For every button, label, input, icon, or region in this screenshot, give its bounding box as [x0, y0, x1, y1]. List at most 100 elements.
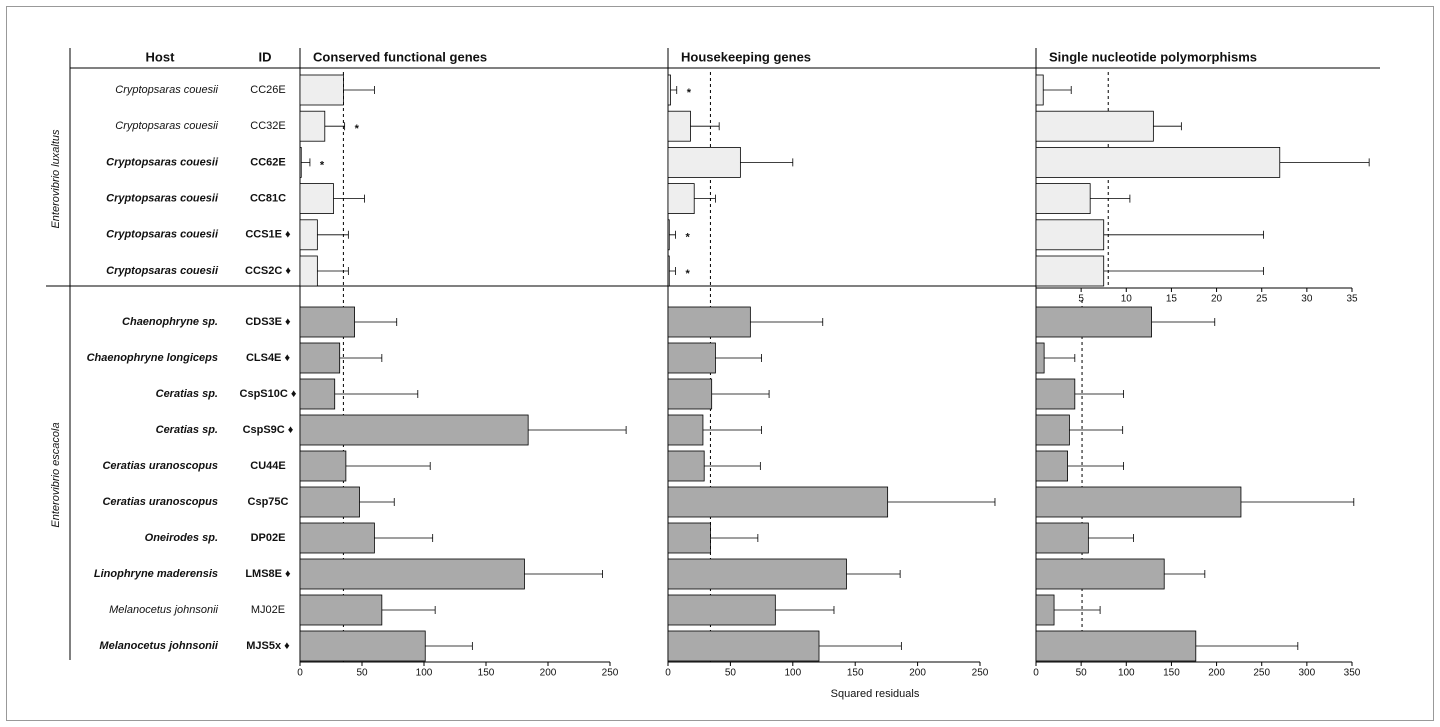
x-tick-label: 200 [909, 668, 926, 679]
error-bar [524, 570, 603, 578]
error-bar [301, 158, 311, 167]
error-bar [1153, 122, 1182, 131]
bar [1035, 522, 1089, 554]
id: MJ02E [251, 604, 285, 616]
id: CC26E [250, 84, 285, 96]
host: Cryptopsaras couesii [115, 84, 218, 96]
bar [1035, 306, 1152, 338]
error-bar [374, 534, 434, 542]
error-bar [750, 318, 824, 326]
host: Cryptopsaras couesii [106, 156, 219, 168]
bar [667, 146, 741, 178]
x-tick-label: 150 [478, 668, 495, 679]
panel-title: Conserved functional genes [313, 49, 487, 64]
error-bar [710, 534, 759, 542]
error-bar [669, 230, 676, 239]
header: ID [259, 49, 272, 64]
bar [667, 255, 670, 287]
frame [6, 6, 1434, 721]
host: Ceratias uranoscopus [102, 496, 218, 508]
bar [299, 342, 341, 374]
error-bar [343, 86, 375, 94]
bar [1035, 219, 1105, 251]
bar [1035, 146, 1281, 178]
error-bar [354, 318, 398, 326]
error-bar [1074, 390, 1124, 398]
bar [299, 630, 426, 662]
host: Cryptopsaras couesii [106, 229, 219, 241]
bar [667, 183, 695, 215]
bar [667, 378, 713, 410]
bar [667, 522, 711, 554]
panel-title: Single nucleotide polymorphisms [1049, 49, 1257, 64]
id: CLS4E ♦ [246, 352, 291, 364]
error-bar [324, 122, 346, 131]
header: Host [146, 49, 176, 64]
error-bar [334, 390, 419, 398]
x-tick-label: 0 [297, 668, 303, 679]
bar [1035, 255, 1105, 287]
bar [1035, 378, 1076, 410]
error-bar [1279, 158, 1370, 167]
bar [299, 146, 302, 178]
bar [299, 450, 347, 482]
bar [1035, 594, 1055, 626]
host: Melanocetus johnsonii [109, 604, 218, 616]
x-tick-label: 0 [1033, 668, 1039, 679]
host: Melanocetus johnsonii [99, 640, 219, 652]
error-bar [1164, 570, 1206, 578]
significance: * [685, 268, 690, 280]
bar [299, 522, 375, 554]
host: Oneirodes sp. [145, 532, 218, 544]
error-bar [775, 606, 835, 614]
host: Linophryne maderensis [94, 568, 218, 580]
x-tick-label: 25 [1256, 294, 1268, 305]
bar [1035, 183, 1091, 215]
bar [667, 594, 776, 626]
error-bar [1044, 354, 1076, 362]
error-bar [1067, 462, 1124, 470]
x-tick-label: 50 [356, 668, 368, 679]
host: Cryptopsaras couesii [106, 193, 219, 205]
bar [667, 486, 889, 518]
error-bar [345, 462, 431, 470]
x-tick-label: 0 [665, 668, 671, 679]
bar [667, 110, 691, 142]
id: CspS10C ♦ [240, 388, 297, 400]
x-tick-label: 10 [1121, 294, 1133, 305]
host: Chaenophryne sp. [122, 316, 218, 328]
x-tick-label: 50 [1076, 668, 1088, 679]
id: LMS8E ♦ [245, 568, 291, 580]
error-bar [819, 642, 902, 650]
x-tick-label: 250 [602, 668, 619, 679]
bar [667, 74, 671, 106]
significance: * [687, 87, 692, 99]
id: Csp75C [248, 496, 289, 508]
bar [1035, 110, 1154, 142]
bar [299, 183, 334, 215]
error-bar [333, 194, 365, 203]
bar [667, 342, 716, 374]
host: Chaenophryne longiceps [87, 352, 218, 364]
x-tick-label: 20 [1211, 294, 1223, 305]
x-tick-label: 5 [1078, 294, 1084, 305]
bar [299, 306, 355, 338]
bar [667, 306, 751, 338]
bar [299, 74, 344, 106]
bar [1035, 630, 1197, 662]
id: DP02E [251, 532, 286, 544]
id: CC62E [250, 156, 285, 168]
id: CC32E [250, 120, 285, 132]
x-axis-label: Squared residuals [831, 688, 920, 700]
bar [667, 450, 705, 482]
error-bar [381, 606, 436, 614]
host: Ceratias sp. [156, 424, 218, 436]
error-bar [670, 86, 678, 94]
x-tick-label: 150 [847, 668, 864, 679]
bar [667, 414, 704, 446]
x-tick-label: 30 [1301, 294, 1313, 305]
x-tick-label: 200 [540, 668, 557, 679]
error-bar [694, 194, 716, 203]
x-tick-label: 250 [972, 668, 989, 679]
error-bar [425, 642, 473, 650]
